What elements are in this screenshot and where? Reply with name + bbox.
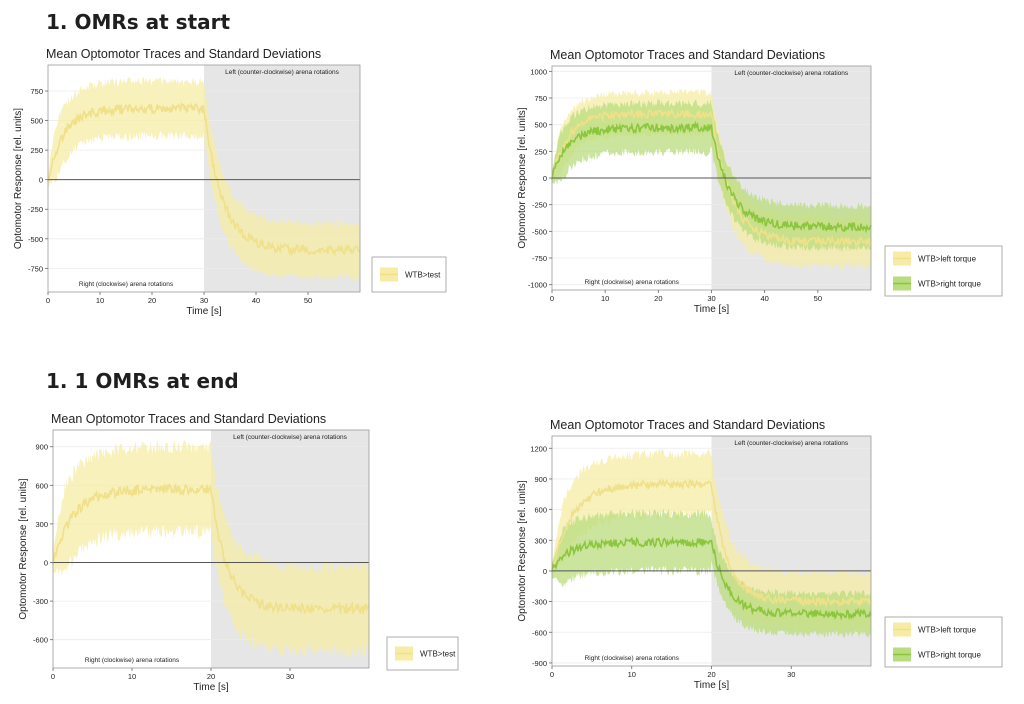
annotation-left-rotations: Left (counter-clockwise) arena rotations — [233, 434, 348, 441]
y-tick-label: 300 — [35, 520, 48, 529]
y-tick-label: 750 — [30, 87, 43, 96]
y-tick-label: 600 — [534, 506, 547, 515]
omr-end-torque-chart: Mean Optomotor Traces and Standard Devia… — [517, 418, 1003, 691]
y-tick-label: -250 — [532, 201, 547, 210]
legend-label: WTB>right torque — [918, 651, 981, 660]
y-tick-label: 600 — [35, 481, 48, 490]
y-axis-label: Optomotor Response [rel. units] — [517, 480, 528, 621]
y-tick-label: -600 — [532, 628, 547, 637]
y-tick-label: -750 — [28, 264, 43, 273]
chart-title: Mean Optomotor Traces and Standard Devia… — [51, 412, 326, 426]
x-tick-label: 10 — [128, 672, 136, 681]
x-tick-label: 10 — [628, 670, 636, 679]
x-tick-label: 40 — [252, 296, 260, 305]
annotation-left-rotations: Left (counter-clockwise) arena rotations — [734, 440, 849, 447]
y-tick-label: 0 — [39, 176, 43, 185]
legend-label: WTB>test — [405, 271, 441, 280]
x-tick-label: 20 — [654, 294, 662, 303]
annotation-right-rotations: Right (clockwise) arena rotations — [85, 657, 180, 664]
section-title-end: 1. 1 OMRs at end — [46, 369, 239, 393]
sd-band-wtb-test — [48, 76, 360, 283]
mean-trace-wtb-left-torque — [551, 107, 872, 249]
y-axis-label: Optomotor Response [rel. units] — [517, 107, 528, 248]
y-tick-label: 0 — [44, 559, 48, 568]
annotation-right-rotations: Right (clockwise) arena rotations — [79, 281, 174, 288]
omr-start-torque-chart: Mean Optomotor Traces and Standard Devia… — [517, 48, 1003, 315]
y-tick-label: 750 — [534, 94, 547, 103]
mean-trace-wtb-left-torque — [551, 477, 872, 609]
y-tick-label: 250 — [534, 147, 547, 156]
legend-label: WTB>test — [420, 650, 456, 659]
x-tick-label: 40 — [760, 294, 768, 303]
mean-trace-wtb-right-torque — [551, 120, 872, 234]
x-tick-label: 20 — [707, 670, 715, 679]
annotation-left-rotations: Left (counter-clockwise) arena rotations — [225, 69, 340, 76]
x-tick-label: 10 — [96, 296, 104, 305]
annotation-right-rotations: Right (clockwise) arena rotations — [585, 655, 680, 662]
x-tick-label: 10 — [601, 294, 609, 303]
y-tick-label: -1000 — [528, 281, 547, 290]
y-tick-label: 1200 — [530, 444, 547, 453]
y-tick-label: -300 — [532, 598, 547, 607]
annotation-left-rotations: Left (counter-clockwise) arena rotations — [734, 70, 849, 77]
omr-end-test-chart: Mean Optomotor Traces and Standard Devia… — [18, 412, 459, 693]
x-tick-label: 20 — [207, 672, 215, 681]
x-axis-label: Time [s] — [694, 304, 729, 315]
x-tick-label: 0 — [51, 672, 55, 681]
x-tick-label: 50 — [304, 296, 312, 305]
y-tick-label: -300 — [33, 597, 48, 606]
y-tick-label: 300 — [534, 536, 547, 545]
y-tick-label: -900 — [532, 659, 547, 668]
y-tick-label: -250 — [28, 205, 43, 214]
y-tick-label: 0 — [543, 174, 547, 183]
x-tick-label: 0 — [46, 296, 50, 305]
x-tick-label: 30 — [787, 670, 795, 679]
x-axis-label: Time [s] — [694, 680, 729, 691]
legend-label: WTB>right torque — [918, 280, 981, 289]
y-axis-label: Optomotor Response [rel. units] — [18, 478, 29, 619]
x-tick-label: 0 — [550, 670, 554, 679]
legend-label: WTB>left torque — [918, 255, 977, 264]
annotation-right-rotations: Right (clockwise) arena rotations — [585, 279, 680, 286]
mean-trace-wtb-test — [52, 483, 370, 615]
x-tick-label: 30 — [707, 294, 715, 303]
omr-start-test-chart: Mean Optomotor Traces and Standard Devia… — [13, 47, 447, 317]
x-axis-label: Time [s] — [186, 306, 221, 317]
y-tick-label: -600 — [33, 636, 48, 645]
sd-band-wtb-right-torque — [552, 99, 871, 252]
x-tick-label: 20 — [148, 296, 156, 305]
sd-band-wtb-left-torque — [552, 448, 871, 635]
y-tick-label: 250 — [30, 146, 43, 155]
y-tick-label: 1000 — [530, 67, 547, 76]
y-tick-label: 900 — [35, 443, 48, 452]
mean-trace-wtb-test — [47, 102, 361, 257]
x-axis-label: Time [s] — [193, 682, 228, 693]
legend-label: WTB>left torque — [918, 626, 977, 635]
y-tick-label: -500 — [532, 227, 547, 236]
y-tick-label: 500 — [534, 121, 547, 130]
x-tick-label: 0 — [550, 294, 554, 303]
y-tick-label: 900 — [534, 475, 547, 484]
y-tick-label: -500 — [28, 235, 43, 244]
y-tick-label: 500 — [30, 117, 43, 126]
section-title-start: 1. OMRs at start — [46, 10, 231, 34]
x-tick-label: 50 — [814, 294, 822, 303]
y-tick-label: -750 — [532, 254, 547, 263]
chart-title: Mean Optomotor Traces and Standard Devia… — [550, 48, 825, 62]
x-tick-label: 30 — [200, 296, 208, 305]
y-axis-label: Optomotor Response [rel. units] — [13, 108, 24, 249]
y-tick-label: 0 — [543, 567, 547, 576]
mean-trace-wtb-right-torque — [551, 535, 872, 621]
x-tick-label: 30 — [286, 672, 294, 681]
chart-title: Mean Optomotor Traces and Standard Devia… — [550, 418, 825, 432]
chart-title: Mean Optomotor Traces and Standard Devia… — [46, 47, 321, 61]
